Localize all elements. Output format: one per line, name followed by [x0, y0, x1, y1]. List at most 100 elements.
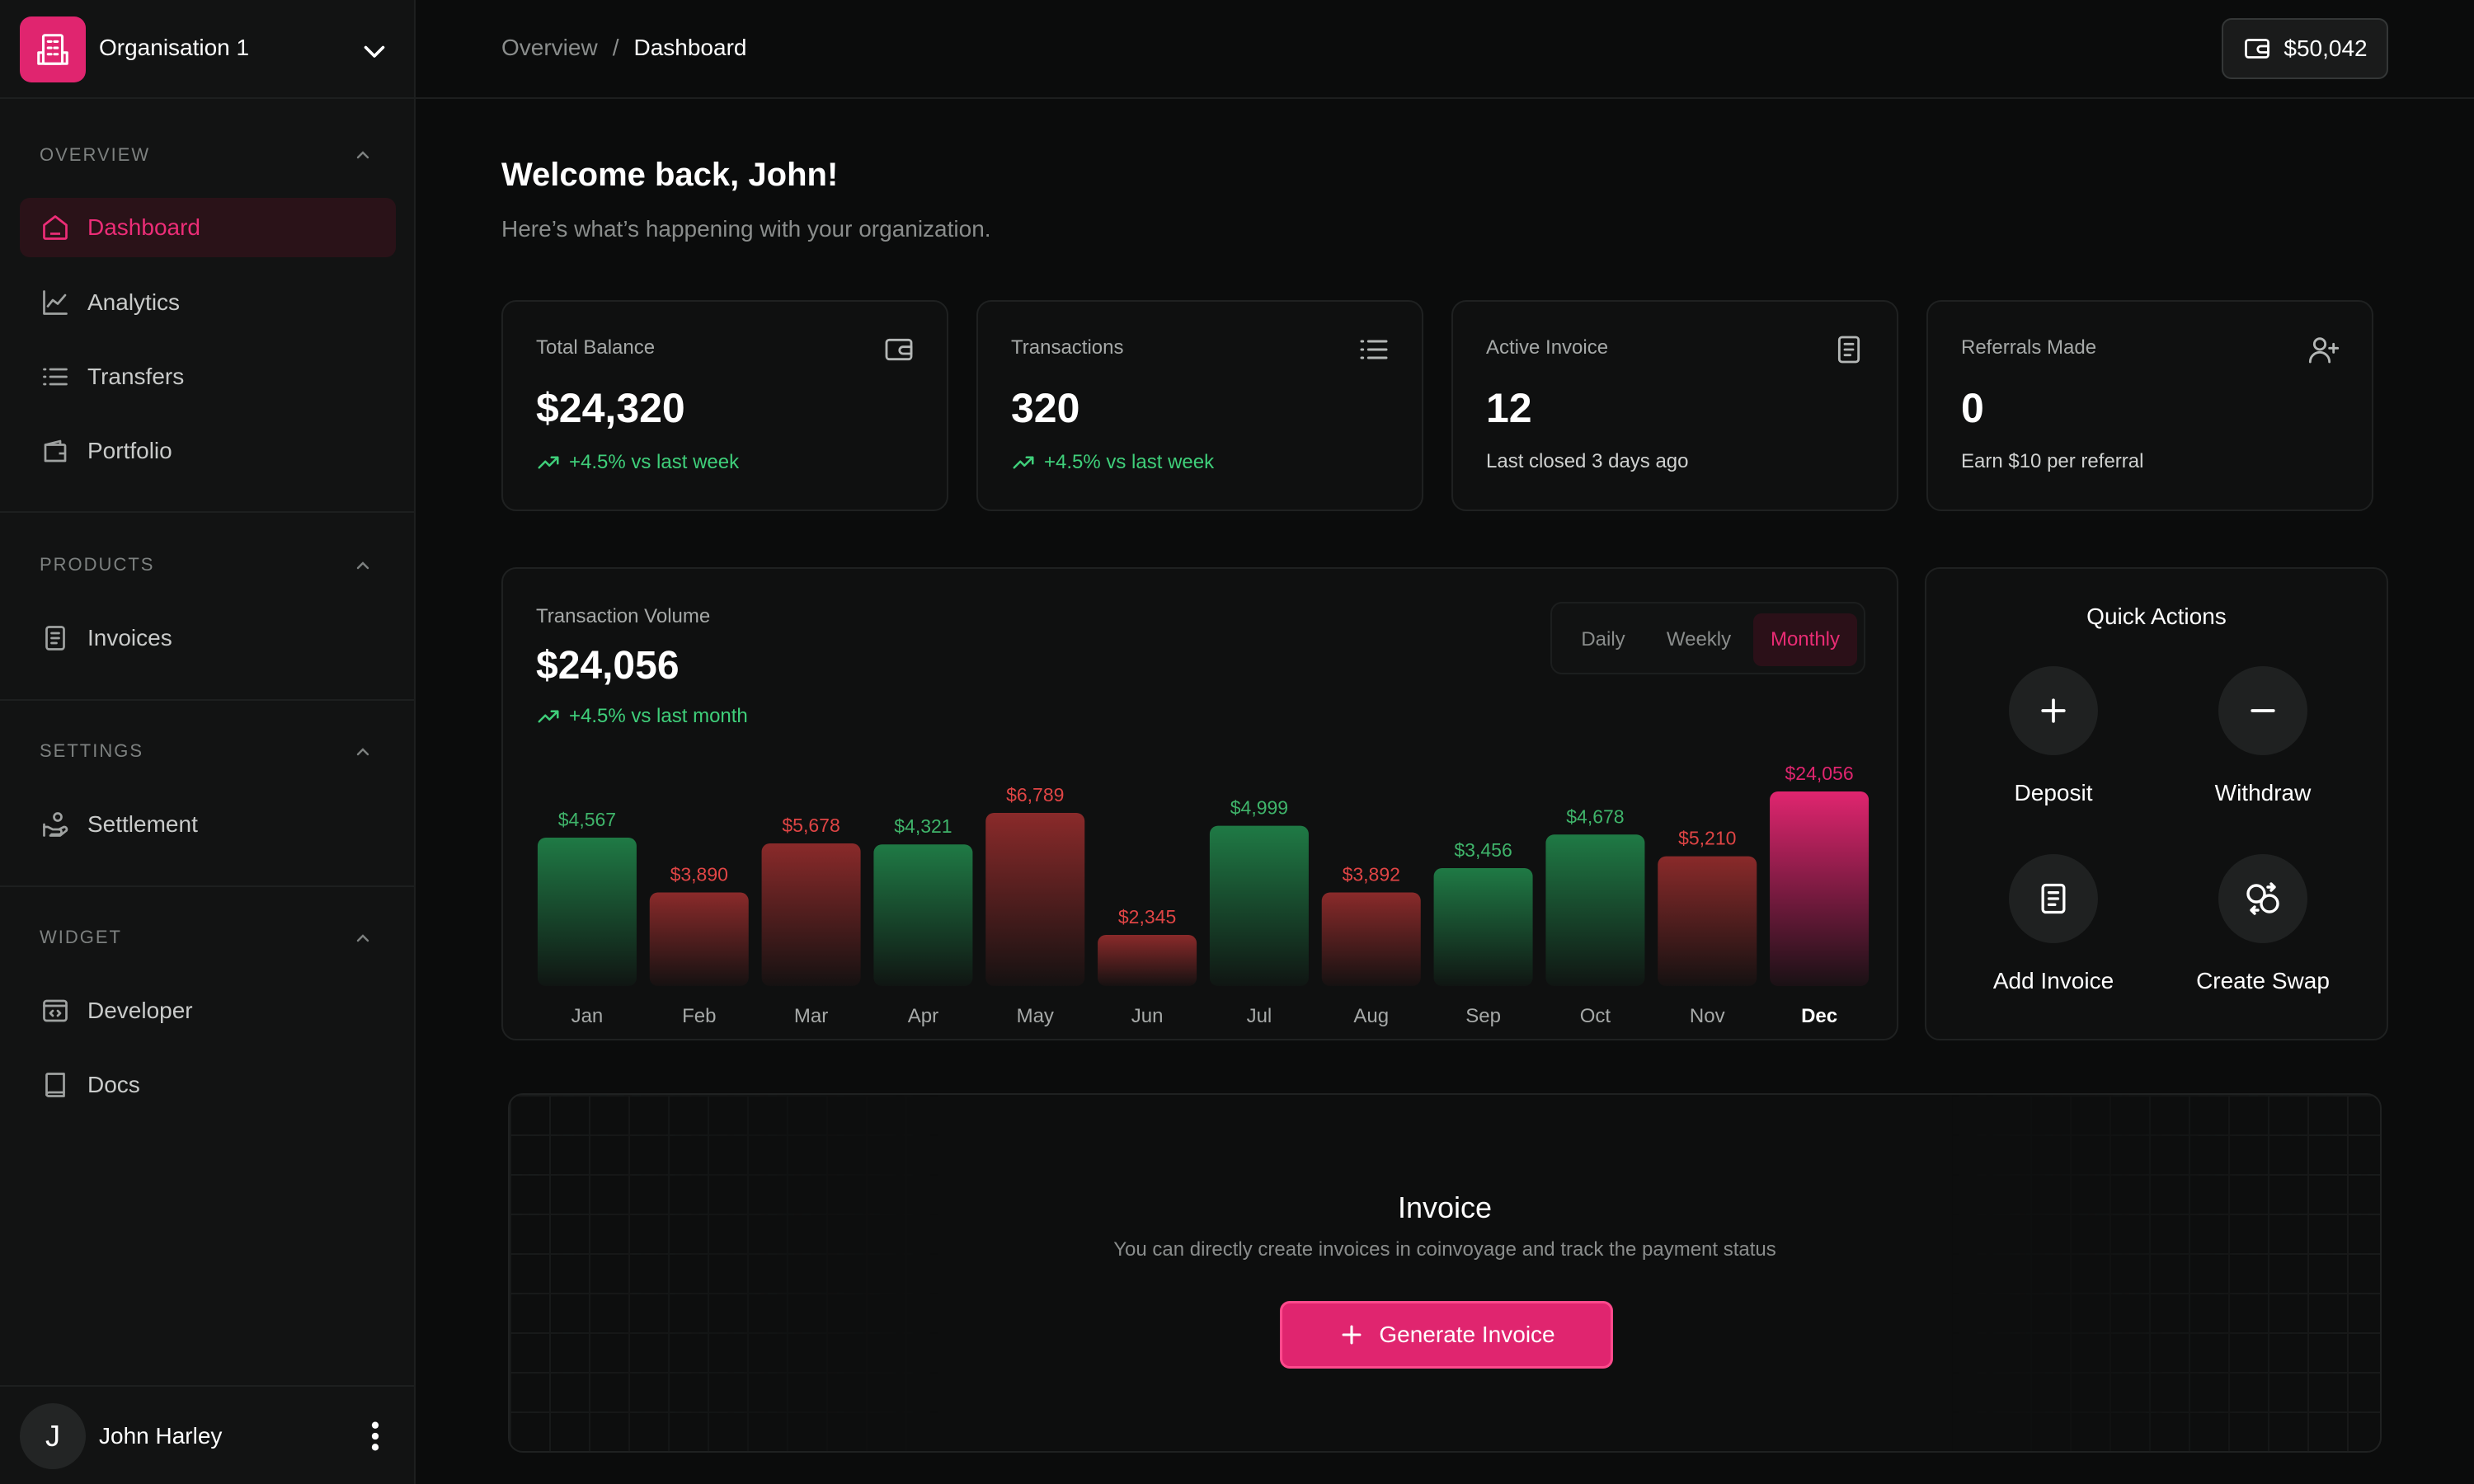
bar-dec[interactable] [1770, 791, 1870, 986]
sidebar-item-settlement[interactable]: Settlement [20, 795, 396, 854]
grid-decoration [510, 1095, 938, 1451]
sidebar-item-label: Invoices [87, 625, 172, 650]
bar-value-label: $5,678 [782, 815, 840, 836]
sidebar-item-label: Analytics [87, 289, 181, 315]
code-icon [40, 995, 71, 1026]
org-switcher[interactable]: Organisation 1 [0, 0, 414, 99]
sidebar-item-transfers[interactable]: Transfers [20, 347, 396, 406]
sidebar: Organisation 1 Overview Dashboard Analyt… [0, 0, 416, 1484]
chevron-down-icon[interactable] [360, 36, 389, 66]
stat-value: $24,320 [536, 385, 685, 431]
list-icon [1360, 340, 1388, 359]
quick-action-label: Withdraw [2214, 780, 2312, 805]
period-toggle: Daily Weekly Monthly [1550, 602, 1865, 674]
bar-value-label: $5,210 [1678, 828, 1736, 849]
user-profile[interactable]: J John Harley [0, 1385, 414, 1484]
section-title-overview: Overview [40, 144, 151, 165]
chevron-up-icon[interactable] [353, 742, 373, 762]
bar-sep[interactable] [1433, 868, 1533, 986]
stat-note: Earn $10 per referral [1961, 450, 2144, 472]
tab-daily[interactable]: Daily [1562, 613, 1644, 666]
add-user-icon [2308, 337, 2340, 364]
tab-weekly[interactable]: Weekly [1648, 613, 1750, 666]
x-tick-label: Jun [1131, 1005, 1164, 1027]
bar-value-label: $4,999 [1230, 797, 1288, 819]
withdraw-button[interactable]: Withdraw [2164, 666, 2362, 831]
bar-jul[interactable] [1209, 825, 1309, 986]
quick-actions-title: Quick Actions [2086, 603, 2227, 629]
stat-value: 12 [1486, 385, 1532, 431]
chart-total: $24,056 [536, 644, 680, 688]
bar-nov[interactable] [1658, 856, 1757, 986]
bar-jan[interactable] [537, 838, 637, 986]
bar-jun[interactable] [1098, 935, 1197, 986]
swap-icon [2218, 854, 2307, 943]
section-title-settings: Settings [40, 740, 144, 761]
generate-invoice-button[interactable]: Generate Invoice [1280, 1301, 1613, 1369]
bar-value-label: $4,321 [894, 815, 952, 837]
breadcrumb-separator: / [612, 35, 619, 60]
invoice-icon [40, 622, 71, 654]
bar-oct[interactable] [1545, 834, 1645, 986]
page-subtitle: Here’s what’s happening with your organi… [501, 216, 991, 242]
x-tick-label: Dec [1801, 1005, 1837, 1027]
wallet-balance: $50,042 [2284, 35, 2368, 61]
bar-may[interactable] [985, 813, 1085, 986]
quick-action-label: Deposit [2014, 780, 2093, 805]
stat-value: 0 [1961, 385, 1984, 431]
x-tick-label: Aug [1353, 1005, 1389, 1027]
sidebar-item-invoices[interactable]: Invoices [20, 608, 396, 668]
bar-value-label: $3,456 [1454, 839, 1512, 861]
tab-monthly[interactable]: Monthly [1753, 613, 1857, 666]
stat-card-transactions: Transactions 320 +4.5% vs last week [976, 300, 1423, 511]
stat-label: Transactions [1011, 336, 1124, 359]
wallet-icon [40, 435, 71, 467]
breadcrumb-parent[interactable]: Overview [501, 35, 598, 60]
deposit-button[interactable]: Deposit [1954, 666, 2152, 831]
bar-mar[interactable] [761, 843, 861, 986]
bar-apr[interactable] [873, 844, 973, 986]
sidebar-item-developer[interactable]: Developer [20, 981, 396, 1040]
analytics-icon [40, 287, 71, 318]
x-tick-label: Mar [794, 1005, 828, 1027]
bar-feb[interactable] [649, 892, 749, 986]
sidebar-item-label: Docs [87, 1072, 140, 1097]
stat-label: Active Invoice [1486, 336, 1609, 359]
plus-icon [1342, 1325, 1362, 1345]
wallet-icon [2245, 39, 2270, 59]
divider [0, 511, 414, 513]
invoice-title: Invoice [1397, 1190, 1493, 1224]
bar-value-label: $6,789 [1006, 784, 1064, 805]
bar-value-label: $3,892 [1343, 863, 1400, 885]
stat-label: Referrals Made [1961, 336, 2097, 359]
stat-note: Last closed 3 days ago [1486, 450, 1689, 472]
quick-actions-card: Quick Actions Deposit Withdraw Add Invoi… [1925, 567, 2388, 1040]
building-icon [20, 16, 86, 82]
x-tick-label: Apr [908, 1005, 938, 1027]
chevron-up-icon[interactable] [353, 928, 373, 948]
x-tick-label: Feb [682, 1005, 716, 1027]
sidebar-item-portfolio[interactable]: Portfolio [20, 421, 396, 481]
quick-action-label: Create Swap [2196, 968, 2330, 993]
add-invoice-button[interactable]: Add Invoice [1954, 854, 2152, 1019]
bar-value-label: $4,678 [1566, 805, 1624, 827]
invoice-icon [1837, 336, 1860, 364]
wallet-balance-button[interactable]: $50,042 [2222, 18, 2388, 79]
sidebar-item-docs[interactable]: Docs [20, 1055, 396, 1115]
create-swap-button[interactable]: Create Swap [2164, 854, 2362, 1019]
stat-label: Total Balance [536, 336, 656, 359]
chevron-up-icon[interactable] [353, 556, 373, 575]
section-title-widget: Widget [40, 927, 122, 947]
x-tick-label: Jul [1247, 1005, 1272, 1027]
sidebar-item-analytics[interactable]: Analytics [20, 273, 396, 332]
sidebar-item-dashboard[interactable]: Dashboard [20, 198, 396, 257]
stat-note: +4.5% vs last week [536, 450, 739, 475]
more-vertical-icon[interactable] [363, 1420, 388, 1453]
grid-decoration [1951, 1095, 2380, 1451]
bar-aug[interactable] [1321, 892, 1421, 986]
chevron-up-icon[interactable] [353, 145, 373, 165]
chart-change-text: +4.5% vs last month [569, 705, 748, 727]
user-name: John Harley [99, 1423, 223, 1449]
invoice-promo-card: Invoice You can directly create invoices… [508, 1093, 2382, 1453]
divider [0, 699, 414, 701]
